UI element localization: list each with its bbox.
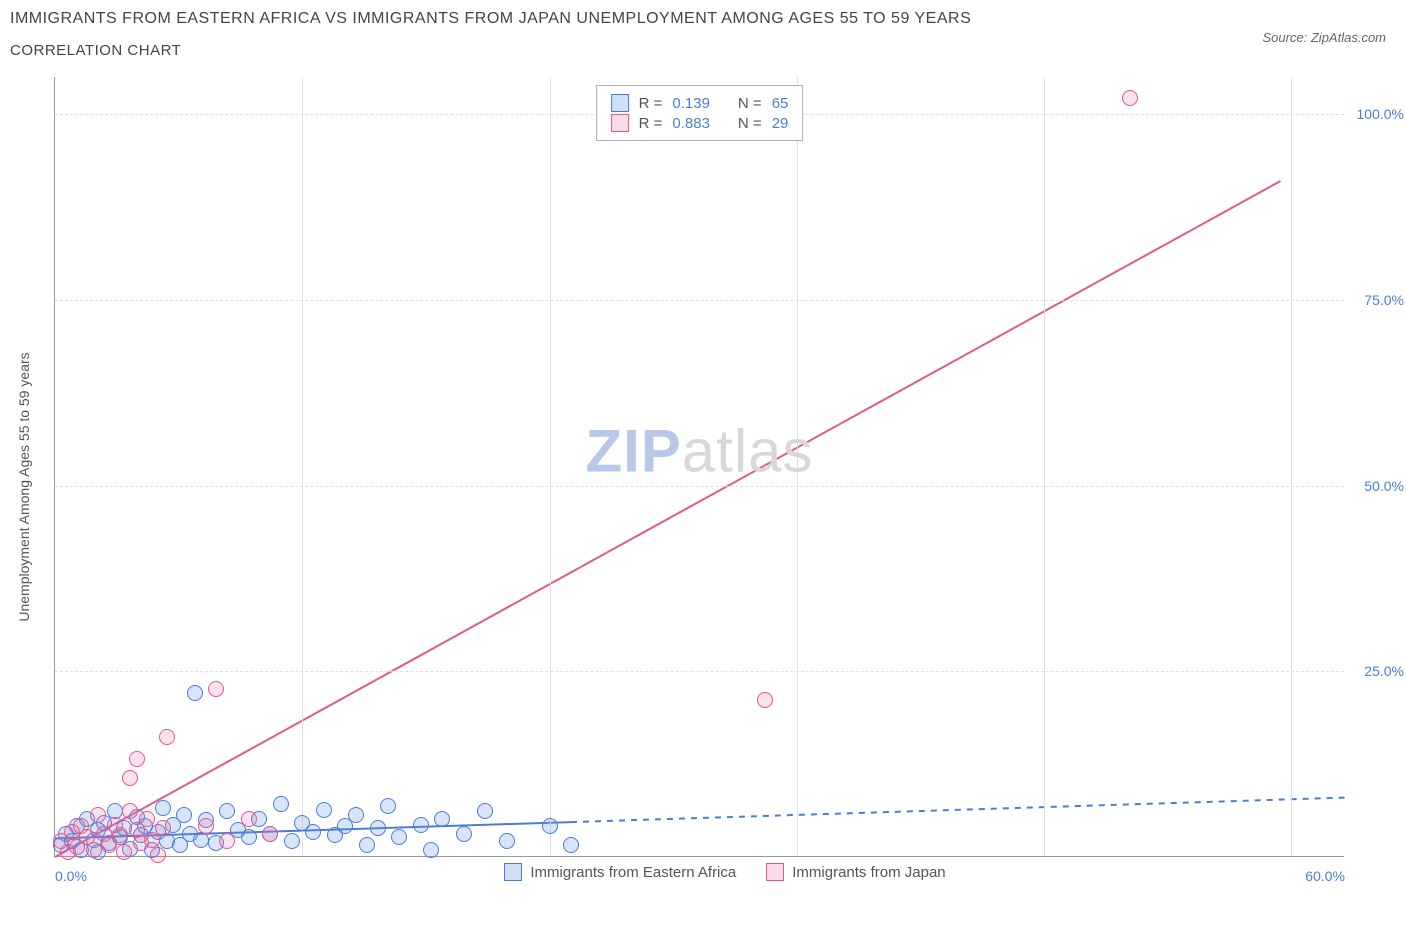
r-value-blue: 0.139 — [672, 95, 710, 112]
data-point-eastern_africa — [316, 802, 332, 818]
legend-label-blue: Immigrants from Eastern Africa — [530, 864, 736, 881]
data-point-japan — [757, 692, 773, 708]
data-point-eastern_africa — [563, 837, 579, 853]
data-point-japan — [262, 826, 278, 842]
data-point-japan — [139, 811, 155, 827]
n-value-blue: 65 — [772, 95, 789, 112]
legend-row-eastern-africa: R = 0.139 N = 65 — [611, 94, 789, 112]
data-point-eastern_africa — [423, 842, 439, 858]
data-point-japan — [208, 681, 224, 697]
y-tick-label: 75.0% — [1364, 292, 1404, 308]
data-point-japan — [159, 729, 175, 745]
gridline-v — [550, 77, 551, 856]
data-point-japan — [122, 770, 138, 786]
regression-line-dashed-eastern_africa — [571, 798, 1345, 823]
swatch-pink-icon — [611, 114, 629, 132]
title-line-1: IMMIGRANTS FROM EASTERN AFRICA VS IMMIGR… — [10, 10, 971, 28]
x-tick-label: 0.0% — [55, 868, 87, 884]
n-label: N = — [738, 115, 762, 132]
data-point-eastern_africa — [155, 800, 171, 816]
regression-lines — [55, 77, 1345, 857]
data-point-eastern_africa — [380, 798, 396, 814]
swatch-pink-icon — [766, 863, 784, 881]
gridline-h — [55, 486, 1344, 487]
data-point-eastern_africa — [219, 803, 235, 819]
data-point-eastern_africa — [305, 824, 321, 840]
legend-item-eastern-africa: Immigrants from Eastern Africa — [504, 863, 736, 881]
chart-container: Unemployment Among Ages 55 to 59 years R… — [54, 77, 1396, 881]
data-point-eastern_africa — [370, 820, 386, 836]
swatch-blue-icon — [611, 94, 629, 112]
data-point-eastern_africa — [176, 807, 192, 823]
legend-label-pink: Immigrants from Japan — [792, 864, 945, 881]
data-point-japan — [129, 751, 145, 767]
watermark: ZIPatlas — [585, 416, 813, 485]
correlation-legend: R = 0.139 N = 65 R = 0.883 N = 29 — [596, 85, 804, 141]
legend-row-japan: R = 0.883 N = 29 — [611, 114, 789, 132]
y-tick-label: 100.0% — [1357, 106, 1404, 122]
data-point-eastern_africa — [391, 829, 407, 845]
gridline-v — [797, 77, 798, 856]
regression-line-japan — [55, 181, 1281, 857]
r-value-pink: 0.883 — [672, 115, 710, 132]
data-point-eastern_africa — [187, 685, 203, 701]
watermark-part1: ZIP — [585, 417, 681, 484]
data-point-eastern_africa — [413, 817, 429, 833]
swatch-blue-icon — [504, 863, 522, 881]
source-attribution: Source: ZipAtlas.com — [1262, 30, 1386, 45]
n-label: N = — [738, 95, 762, 112]
data-point-eastern_africa — [273, 796, 289, 812]
title-block: IMMIGRANTS FROM EASTERN AFRICA VS IMMIGR… — [10, 10, 971, 59]
data-point-eastern_africa — [241, 829, 257, 845]
data-point-japan — [112, 827, 128, 843]
data-point-eastern_africa — [542, 818, 558, 834]
gridline-v — [302, 77, 303, 856]
data-point-eastern_africa — [348, 807, 364, 823]
y-tick-label: 25.0% — [1364, 663, 1404, 679]
r-label: R = — [639, 115, 663, 132]
legend-item-japan: Immigrants from Japan — [766, 863, 945, 881]
chart-header: IMMIGRANTS FROM EASTERN AFRICA VS IMMIGR… — [10, 10, 1396, 59]
n-value-pink: 29 — [772, 115, 789, 132]
data-point-japan — [241, 811, 257, 827]
data-point-japan — [122, 803, 138, 819]
data-point-japan — [1122, 90, 1138, 106]
y-axis-label: Unemployment Among Ages 55 to 59 years — [16, 352, 32, 621]
x-tick-label: 60.0% — [1305, 868, 1345, 884]
gridline-h — [55, 671, 1344, 672]
plot-area: R = 0.139 N = 65 R = 0.883 N = 29 ZIPatl… — [54, 77, 1344, 857]
data-point-eastern_africa — [456, 826, 472, 842]
data-point-eastern_africa — [477, 803, 493, 819]
series-legend: Immigrants from Eastern Africa Immigrant… — [54, 863, 1396, 881]
watermark-part2: atlas — [682, 417, 814, 484]
data-point-japan — [116, 844, 132, 860]
data-point-japan — [198, 818, 214, 834]
data-point-eastern_africa — [284, 833, 300, 849]
data-point-japan — [90, 807, 106, 823]
data-point-japan — [219, 833, 235, 849]
gridline-v — [1044, 77, 1045, 856]
data-point-eastern_africa — [499, 833, 515, 849]
data-point-eastern_africa — [434, 811, 450, 827]
data-point-japan — [150, 847, 166, 863]
title-line-2: CORRELATION CHART — [10, 42, 971, 59]
y-tick-label: 50.0% — [1364, 478, 1404, 494]
data-point-japan — [155, 820, 171, 836]
data-point-japan — [86, 842, 102, 858]
gridline-h — [55, 300, 1344, 301]
r-label: R = — [639, 95, 663, 112]
data-point-eastern_africa — [359, 837, 375, 853]
gridline-v — [1291, 77, 1292, 856]
